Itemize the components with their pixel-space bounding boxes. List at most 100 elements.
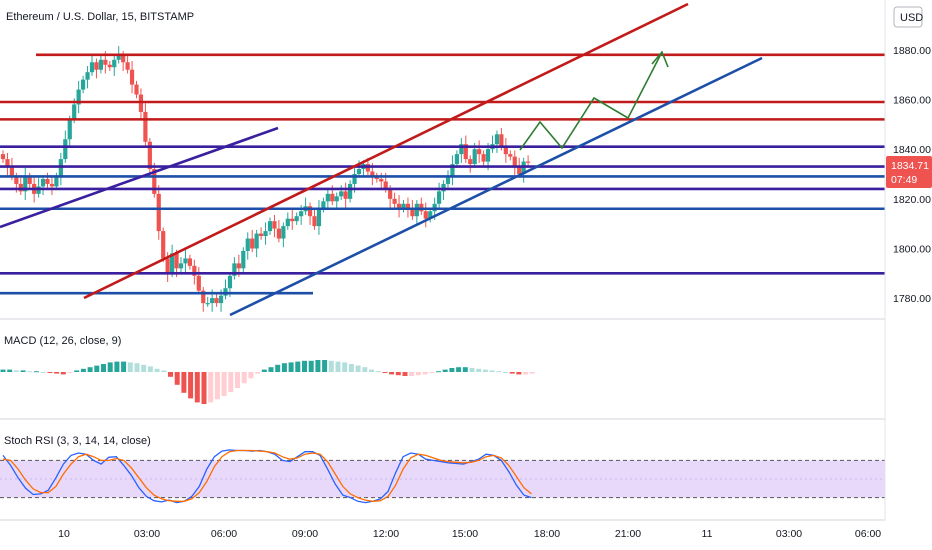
macd-bar [415, 372, 421, 376]
candle-body [485, 149, 491, 162]
macd-bar [147, 366, 153, 372]
candle-body [245, 238, 250, 251]
candle-body [129, 69, 135, 85]
macd-bar [523, 372, 529, 375]
candle-body [294, 216, 299, 222]
price-axis[interactable] [885, 0, 932, 550]
currency-button-label: USD [900, 12, 923, 24]
candle-body [472, 149, 477, 165]
candle-body [503, 146, 508, 155]
macd-bar [288, 362, 294, 372]
macd-bar [161, 370, 167, 372]
candle-body [454, 154, 459, 165]
macd-bar [516, 372, 522, 375]
candle-body [254, 233, 259, 249]
candle-body [263, 231, 268, 237]
candle-body [147, 141, 152, 170]
macd-bar [375, 371, 381, 373]
macd-bar [429, 372, 435, 373]
candle-body [236, 263, 241, 269]
candle-body [517, 166, 522, 174]
macd-bar [188, 372, 194, 399]
candle-body [205, 303, 210, 305]
macd-bar [295, 361, 301, 372]
currency-button[interactable]: USD [893, 6, 923, 28]
candle-body [125, 62, 130, 70]
macd-bar [308, 360, 314, 372]
macd-bar [0, 369, 6, 372]
stoch-rsi-title: Stoch RSI (3, 3, 14, 14, close) [4, 435, 151, 447]
candle-body [94, 62, 99, 70]
candle-body [210, 298, 215, 304]
candle-body [9, 166, 14, 177]
macd-bar [121, 361, 127, 372]
candle-body [477, 149, 482, 155]
macd-bar [355, 365, 361, 372]
candle-body [370, 171, 375, 177]
macd-bar [47, 372, 53, 373]
current-price-marker: 1834.71 07:49 [886, 156, 932, 188]
chart-title: Ethereum / U.S. Dollar, 15, BITSTAMP [6, 11, 194, 23]
candle-body [201, 290, 206, 304]
macd-title: MACD (12, 26, close, 9) [4, 335, 121, 347]
candle-body [49, 183, 55, 187]
candle-body [143, 111, 148, 142]
lower-channel-line [229, 56, 763, 317]
macd-bar [94, 365, 100, 372]
candle-body [14, 176, 19, 184]
time-tick-label: 18:00 [534, 528, 560, 540]
macd-bar [402, 372, 408, 376]
time-tick-label: 06:00 [855, 528, 881, 540]
price-tick-label: 1780.00 [893, 293, 931, 305]
current-price-label: 1834.71 [891, 160, 929, 172]
candle-body [481, 154, 486, 162]
candle-body [174, 253, 179, 269]
candle-body [63, 139, 68, 160]
bar-countdown-label: 07:49 [891, 174, 917, 186]
candle-body [227, 275, 233, 289]
purple-trend-line [0, 126, 279, 229]
macd-bar [275, 364, 281, 372]
macd-bar [422, 372, 428, 375]
candle-body [343, 191, 348, 199]
macd-bar [389, 372, 395, 375]
candle-body [392, 198, 397, 204]
macd-bar [168, 372, 173, 377]
macd-bar [74, 370, 80, 372]
candle-body [494, 134, 500, 145]
candle-body [161, 231, 166, 259]
macd-bar [529, 372, 535, 374]
macd-bar [7, 369, 13, 372]
macd-bar [482, 369, 488, 372]
candle-body [463, 144, 468, 160]
candle-body [499, 134, 504, 147]
time-tick-label: 12:00 [373, 528, 399, 540]
macd-histogram: 0.00 [0, 360, 914, 404]
macd-bar [509, 372, 515, 374]
macd-bar [302, 360, 307, 372]
horizontal-levels[interactable] [0, 53, 885, 295]
macd-bar [315, 360, 321, 372]
candle-body [89, 62, 95, 73]
macd-bar [194, 372, 200, 403]
candle-body [423, 211, 428, 219]
time-tick-label: 06:00 [211, 528, 237, 540]
macd-bar [201, 372, 207, 404]
trend-lines[interactable] [0, 2, 763, 317]
candle-body [307, 206, 313, 217]
candle-body [281, 226, 286, 239]
candle-body [459, 144, 464, 155]
candle-body [23, 176, 28, 192]
macd-bar [154, 368, 160, 372]
candle-body [187, 258, 192, 266]
macd-bar [60, 372, 66, 375]
candle-body [450, 164, 455, 177]
candle-body [356, 169, 362, 174]
macd-bar [476, 368, 482, 372]
macd-bar [489, 370, 495, 372]
macd-bar [255, 372, 261, 374]
time-tick-label: 09:00 [292, 528, 318, 540]
candle-body [325, 193, 330, 202]
macd-bar [436, 371, 441, 373]
